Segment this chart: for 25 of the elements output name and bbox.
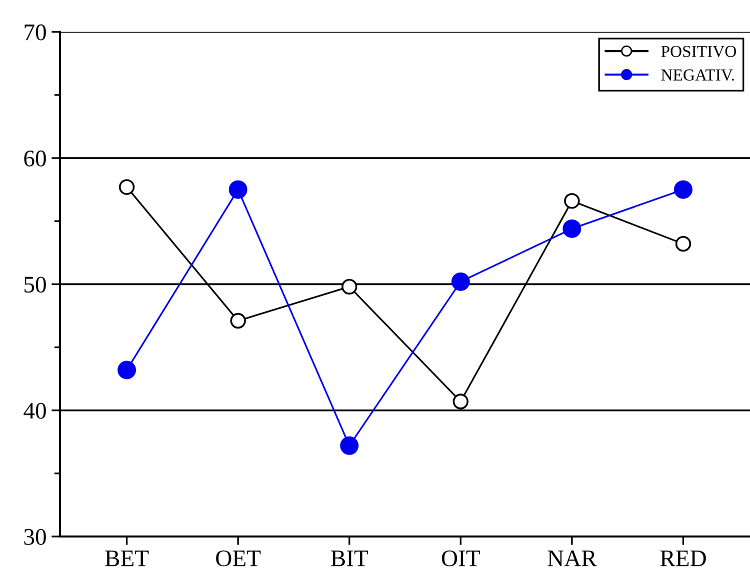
point bbox=[452, 394, 468, 410]
point bbox=[342, 278, 358, 295]
point bbox=[228, 180, 248, 199]
point bbox=[451, 272, 470, 291]
x-tick-label: BIT bbox=[331, 550, 368, 566]
x-tick-label: RED bbox=[660, 550, 706, 566]
point bbox=[340, 436, 359, 455]
point bbox=[230, 312, 246, 329]
x-tick-label: OIT bbox=[442, 550, 480, 566]
y-tick-label: 50 bbox=[24, 276, 46, 293]
point bbox=[118, 179, 135, 195]
x-tick-label: NAR bbox=[548, 550, 597, 566]
legend-label: NEGATIV. bbox=[661, 69, 734, 81]
point bbox=[118, 360, 136, 380]
point bbox=[674, 180, 692, 199]
y-tick-label: 70 bbox=[24, 24, 46, 40]
y-tick-label: 40 bbox=[24, 402, 46, 419]
x-tick-label: BET bbox=[105, 550, 149, 566]
y-tick-label: 30 bbox=[24, 528, 46, 545]
point bbox=[564, 193, 580, 209]
point bbox=[562, 219, 582, 238]
x-tick-label: OET bbox=[216, 550, 261, 566]
legend-label: POSITIVO bbox=[661, 46, 736, 58]
point bbox=[675, 236, 692, 252]
y-tick-label: 60 bbox=[24, 150, 46, 166]
